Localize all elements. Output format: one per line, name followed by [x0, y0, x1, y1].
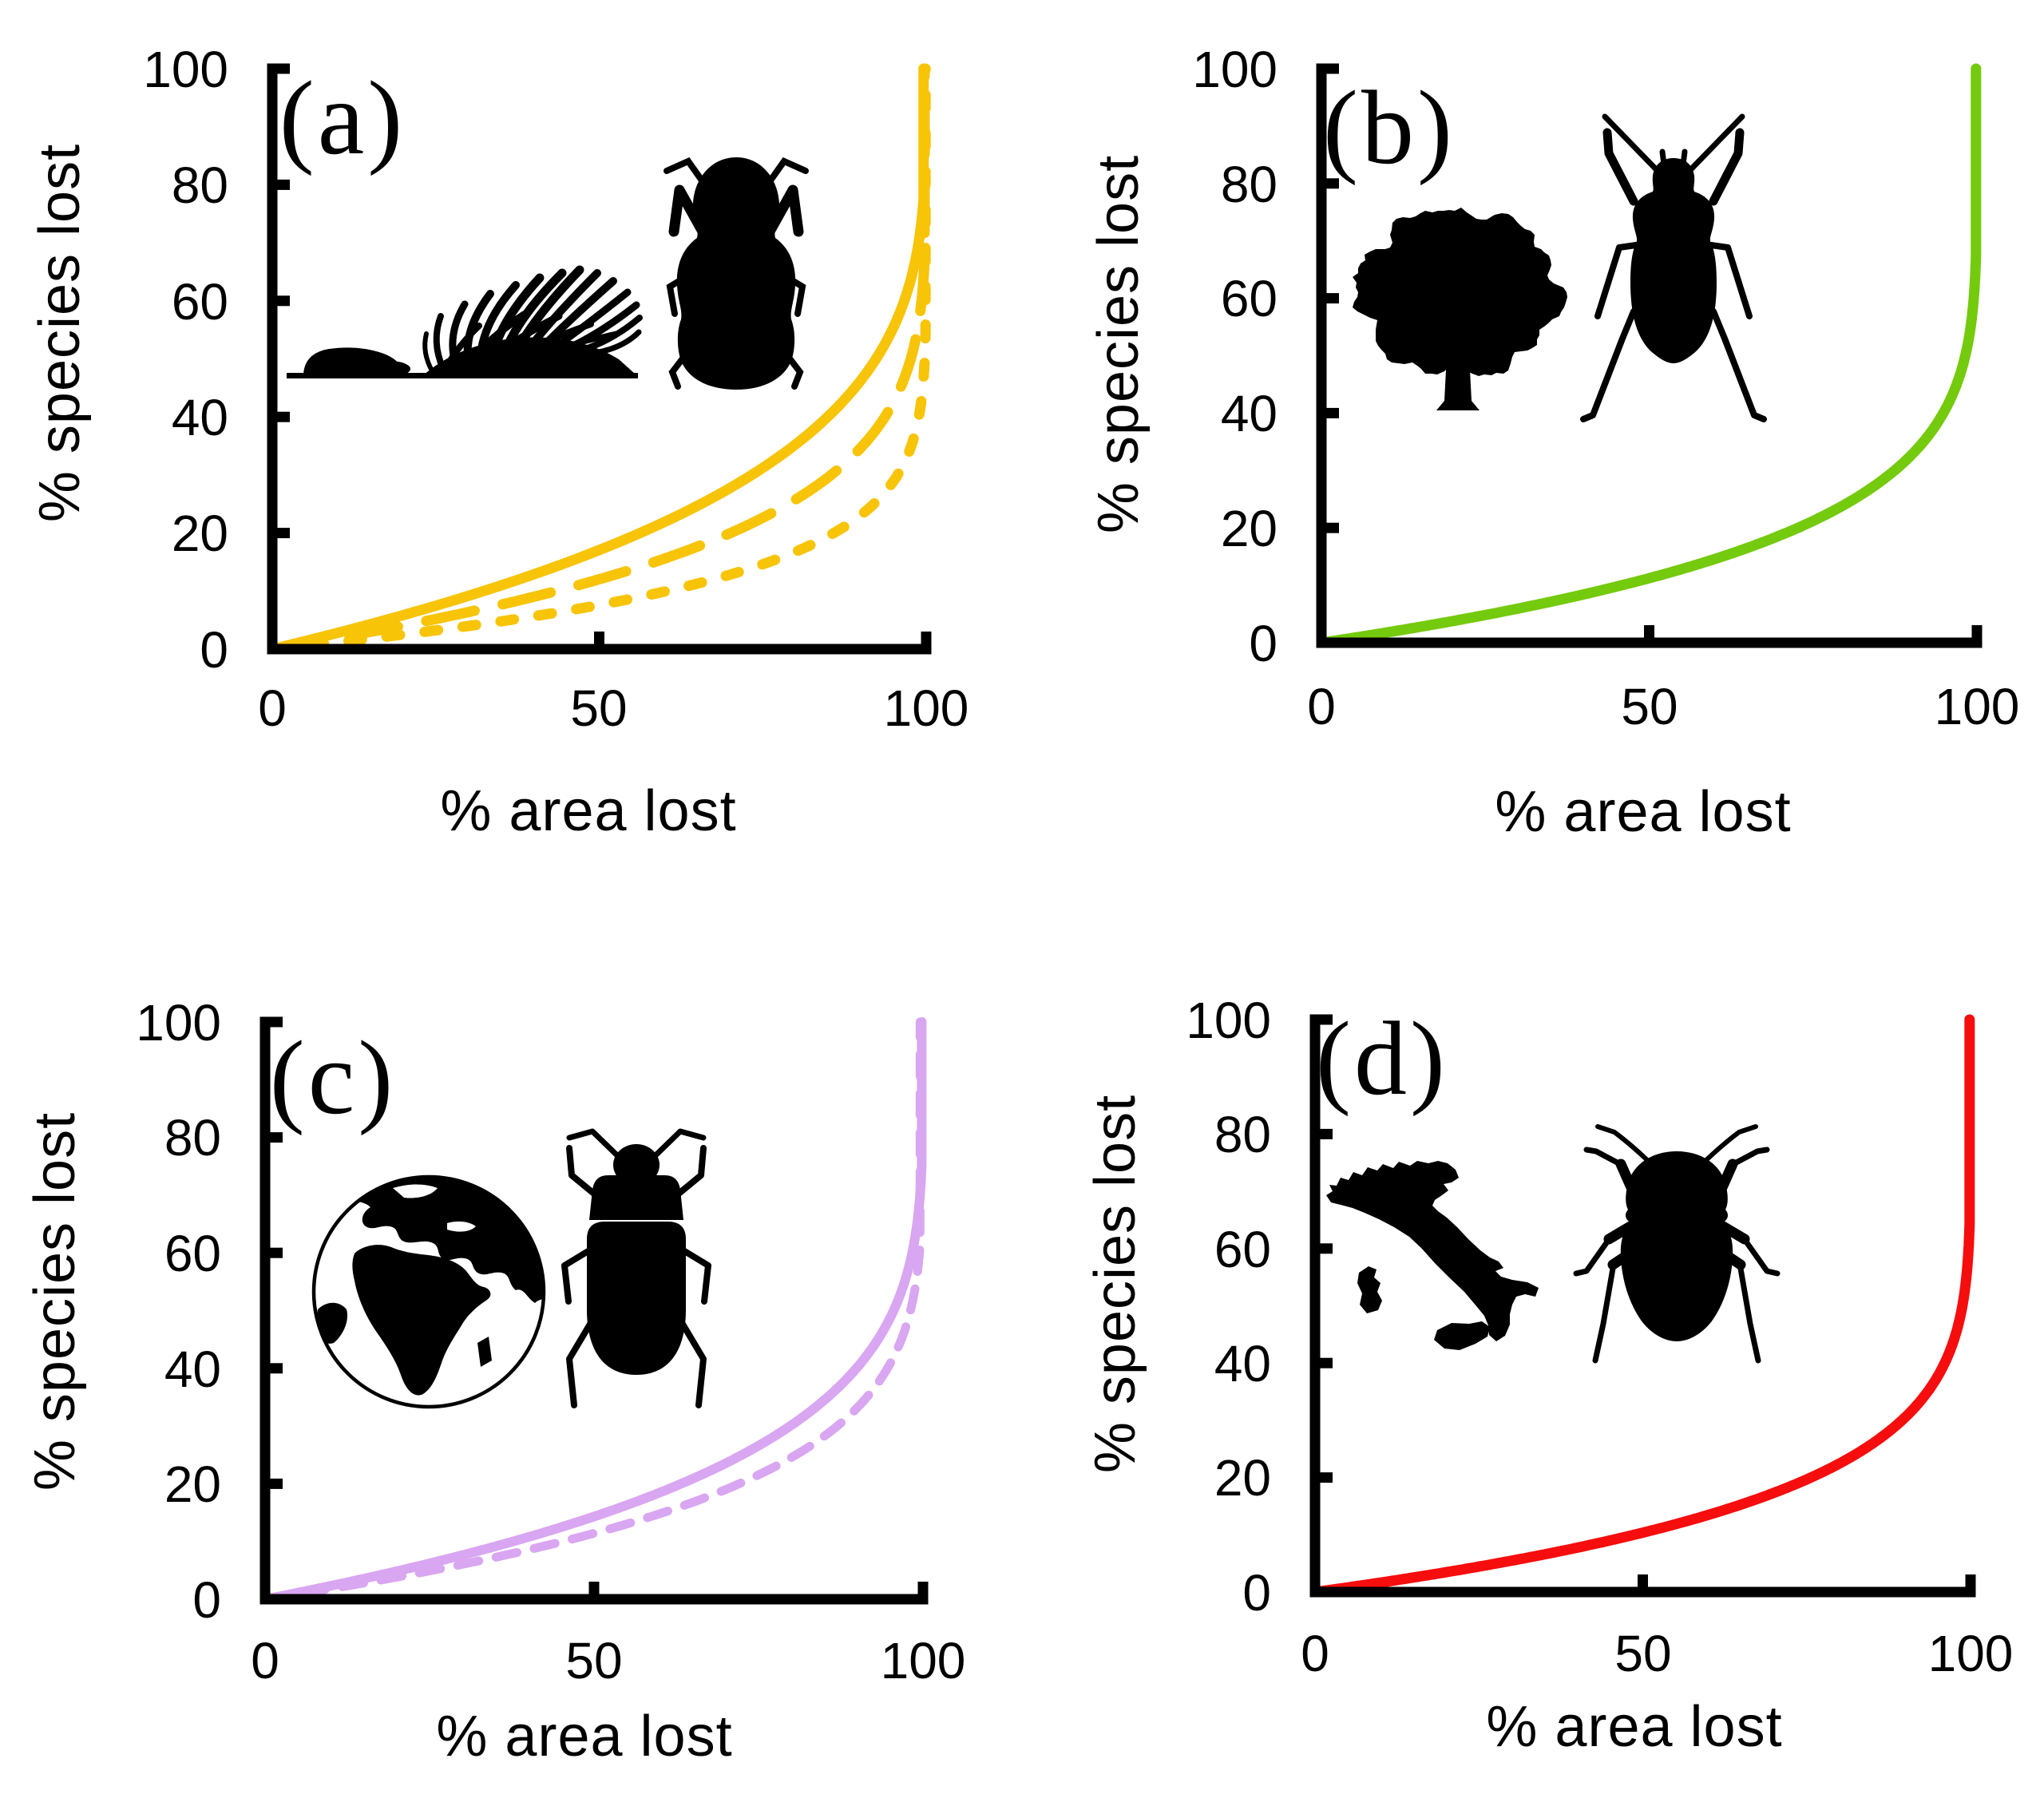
svg-text:40: 40: [1221, 385, 1278, 442]
svg-text:(c): (c): [270, 1019, 397, 1136]
svg-text:% species lost: % species lost: [1087, 155, 1151, 533]
svg-text:40: 40: [1214, 1335, 1271, 1392]
svg-text:% species lost: % species lost: [28, 144, 92, 522]
svg-text:0: 0: [1307, 678, 1336, 735]
svg-text:0: 0: [1301, 1625, 1329, 1682]
svg-text:60: 60: [164, 1225, 221, 1282]
svg-text:0: 0: [258, 679, 287, 737]
svg-text:60: 60: [1214, 1221, 1271, 1278]
svg-text:% area lost: % area lost: [1495, 780, 1791, 844]
svg-text:100: 100: [881, 1632, 966, 1689]
svg-text:20: 20: [1221, 500, 1278, 557]
svg-text:60: 60: [172, 273, 228, 331]
svg-text:(d): (d): [1316, 1000, 1448, 1117]
svg-text:100: 100: [1186, 992, 1271, 1049]
svg-text:80: 80: [164, 1109, 221, 1166]
svg-text:% area lost: % area lost: [436, 1705, 732, 1768]
svg-text:20: 20: [1214, 1449, 1271, 1507]
svg-text:% area lost: % area lost: [1486, 1695, 1782, 1759]
svg-text:40: 40: [172, 389, 228, 446]
svg-text:0: 0: [1242, 1564, 1271, 1622]
svg-text:% species lost: % species lost: [23, 1112, 87, 1491]
svg-text:50: 50: [1621, 678, 1678, 735]
svg-text:100: 100: [1192, 41, 1278, 98]
svg-text:20: 20: [172, 505, 228, 562]
svg-text:100: 100: [1928, 1625, 2014, 1682]
svg-text:80: 80: [1221, 156, 1278, 213]
svg-text:60: 60: [1221, 270, 1278, 327]
svg-text:100: 100: [884, 679, 969, 737]
svg-text:50: 50: [1614, 1625, 1671, 1682]
svg-text:% species lost: % species lost: [1083, 1095, 1147, 1473]
svg-text:100: 100: [143, 41, 228, 98]
svg-text:(a): (a): [279, 59, 406, 176]
svg-text:0: 0: [251, 1632, 279, 1689]
svg-text:(b): (b): [1323, 69, 1456, 186]
svg-text:0: 0: [192, 1571, 221, 1629]
svg-text:80: 80: [1214, 1106, 1271, 1163]
svg-text:100: 100: [136, 994, 221, 1052]
svg-text:0: 0: [1249, 615, 1278, 672]
svg-text:20: 20: [164, 1456, 221, 1513]
svg-text:40: 40: [164, 1341, 221, 1398]
svg-text:50: 50: [570, 679, 627, 737]
svg-text:100: 100: [1935, 678, 2020, 735]
svg-text:0: 0: [200, 621, 228, 679]
svg-text:80: 80: [172, 156, 228, 214]
svg-text:% area lost: % area lost: [440, 779, 736, 843]
svg-text:50: 50: [565, 1632, 622, 1689]
